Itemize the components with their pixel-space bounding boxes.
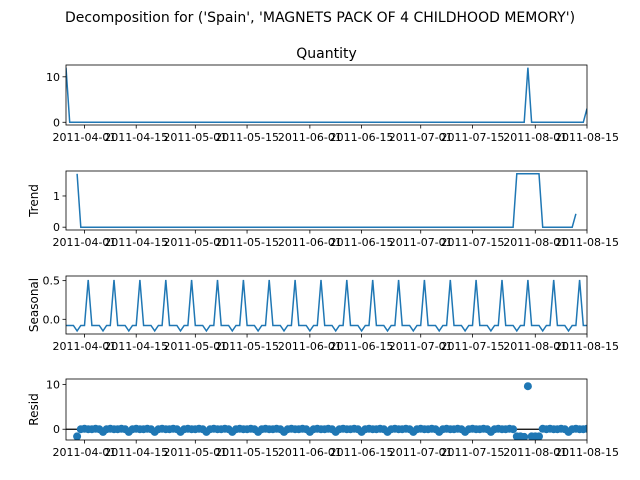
resid-point [535,432,543,440]
x-tick-label: 2011-06-15 [330,446,394,459]
panel-seasonal: Seasonal 0.00.52011-04-012011-04-152011-0… [27,275,619,353]
resid-point [523,382,532,391]
x-tick-label: 2011-06-01 [278,446,342,459]
y-tick-label: 10 [46,378,60,391]
x-tick-label: 2011-05-01 [163,131,227,144]
resid-point [509,425,518,434]
x-tick-label: 2011-05-01 [163,340,227,353]
x-tick-label: 2011-04-15 [104,446,168,459]
y-axis-label: Trend [27,184,41,218]
x-tick-label: 2011-05-01 [163,236,227,249]
x-tick-label: 2011-07-01 [389,340,453,353]
panel-title: Quantity [296,46,357,62]
x-tick-label: 2011-08-15 [555,446,619,459]
x-tick-label: 2011-06-15 [330,340,394,353]
x-tick-label: 2011-04-01 [53,236,117,249]
x-tick-label: 2011-07-15 [440,340,504,353]
figure-title: Decomposition for ('Spain', 'MAGNETS PAC… [65,10,575,26]
x-tick-label: 2011-08-15 [555,236,619,249]
y-axis-label: Resid [27,393,41,425]
series-line [76,173,577,228]
y-tick-label: 0.5 [43,275,61,288]
axes-frame [65,170,588,231]
x-tick-label: 2011-07-01 [389,131,453,144]
x-tick-label: 2011-07-01 [389,236,453,249]
y-tick-label: 0 [53,116,60,129]
x-tick-label: 2011-05-01 [163,446,227,459]
x-tick-label: 2011-04-15 [104,340,168,353]
x-tick-label: 2011-08-15 [555,340,619,353]
x-tick-label: 2011-08-01 [503,340,567,353]
axes-frame [65,64,588,126]
x-tick-label: 2011-05-15 [215,446,279,459]
x-tick-label: 2011-07-15 [440,131,504,144]
y-axis-label: Seasonal [27,278,41,332]
x-tick-label: 2011-06-15 [330,236,394,249]
axes-frame [65,378,588,441]
x-tick-label: 2011-04-15 [104,236,168,249]
x-tick-label: 2011-06-01 [278,340,342,353]
x-tick-label: 2011-07-01 [389,446,453,459]
x-tick-label: 2011-04-01 [53,340,117,353]
series-line [66,67,587,124]
series-line [66,279,587,333]
x-tick-label: 2011-07-15 [440,236,504,249]
y-tick-label: 10 [46,71,60,84]
data-resid [66,382,587,440]
x-tick-label: 2011-05-15 [215,131,279,144]
x-tick-label: 2011-04-01 [53,131,117,144]
data-seasonal [66,279,587,333]
x-tick-label: 2011-06-01 [278,236,342,249]
resid-point [73,432,82,440]
x-tick-label: 2011-08-01 [503,236,567,249]
y-tick-label: 1 [53,190,60,203]
x-tick-label: 2011-06-15 [330,131,394,144]
data-trend [76,173,577,228]
x-tick-label: 2011-07-15 [440,446,504,459]
x-tick-label: 2011-05-15 [215,236,279,249]
x-tick-label: 2011-05-15 [215,340,279,353]
y-tick-label: 0 [53,423,60,436]
y-tick-label: 0 [53,221,60,234]
y-tick-label: 0.0 [43,313,61,326]
data-observed [66,67,587,124]
x-tick-label: 2011-08-01 [503,446,567,459]
panel-resid: Resid0102011-04-012011-04-152011-05-0120… [27,378,619,459]
resid-point [520,432,529,440]
axes-frame [65,275,588,335]
x-tick-label: 2011-06-01 [278,131,342,144]
resid-point [583,424,587,433]
panel-observed: Quantity 0 10 2011-04-012011-04-152011-05-0… [46,46,619,144]
x-tick-label: 2011-08-01 [503,131,567,144]
x-tick-label: 2011-04-15 [104,131,168,144]
x-tick-label: 2011-04-01 [53,446,117,459]
x-tick-label: 2011-08-15 [555,131,619,144]
panel-trend: Trend012011-04-012011-04-152011-05-01201… [27,170,619,249]
subplots: Quantity0102011-04-012011-04-152011-05-0… [27,46,619,459]
